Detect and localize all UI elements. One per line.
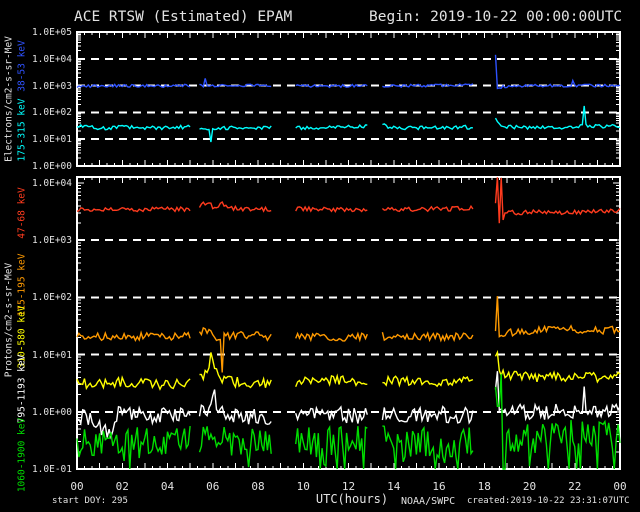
x-tick-label: 10 [296, 480, 310, 493]
y-tick-label: 1.0E+00 [31, 406, 72, 418]
legend-proton-1060-1900kev: 1060-1900 keV [16, 417, 28, 493]
start-doy-label: start DOY: 295 [52, 496, 128, 506]
y-tick-label: 1.0E-01 [31, 464, 72, 475]
x-tick-label: 20 [522, 480, 537, 493]
begin-timestamp: Begin: 2019-10-22 00:00:00UTC [369, 9, 623, 25]
y-tick-label: 1.0E+02 [31, 107, 72, 119]
x-axis-title: UTC(hours) [315, 492, 389, 506]
y-tick-label: 1.0E+03 [31, 80, 72, 92]
legend-proton-47-68kev: 47-68 keV [16, 187, 28, 239]
y-tick-label: 1.0E+02 [31, 292, 72, 304]
page-title: ACE RTSW (Estimated) EPAM [74, 9, 293, 25]
y-tick-label: 1.0E+04 [31, 178, 72, 189]
legend-electron-38-53kev: 38-53 keV [16, 40, 28, 92]
x-tick-label: 12 [341, 480, 356, 493]
x-tick-label: 02 [115, 480, 129, 493]
x-tick-label: 16 [432, 480, 446, 493]
x-tick-label: 14 [387, 480, 401, 493]
legend-proton-795-1193kev: 795-1193 keV [16, 354, 28, 424]
electron-axis-title: Electrons/cm2-s-sr-MeV [3, 36, 15, 162]
y-tick-label: 1.0E+00 [31, 161, 72, 172]
y-tick-label: 1.0E+01 [31, 134, 72, 146]
x-tick-label: 00 [70, 480, 84, 493]
legend-electron-175-315kev: 175-315 keV [16, 98, 28, 162]
x-tick-label: 00 [613, 480, 627, 493]
proton-axis-title: Protons/cm2-s-sr-MeV [3, 262, 15, 378]
x-tick-label: 18 [477, 480, 491, 493]
x-tick-label: 08 [251, 480, 265, 493]
x-tick-label: 22 [568, 480, 582, 493]
y-tick-label: 1.0E+04 [31, 53, 72, 65]
created-timestamp: created:2019-10-22 23:31:07UTC [467, 496, 630, 506]
x-tick-label: 06 [206, 480, 220, 493]
y-tick-label: 1.0E+03 [31, 235, 72, 247]
source-label: NOAA/SWPC [401, 496, 456, 507]
y-tick-label: 1.0E+05 [31, 27, 72, 38]
y-tick-label: 1.0E+01 [31, 349, 72, 361]
x-tick-label: 04 [160, 480, 175, 493]
